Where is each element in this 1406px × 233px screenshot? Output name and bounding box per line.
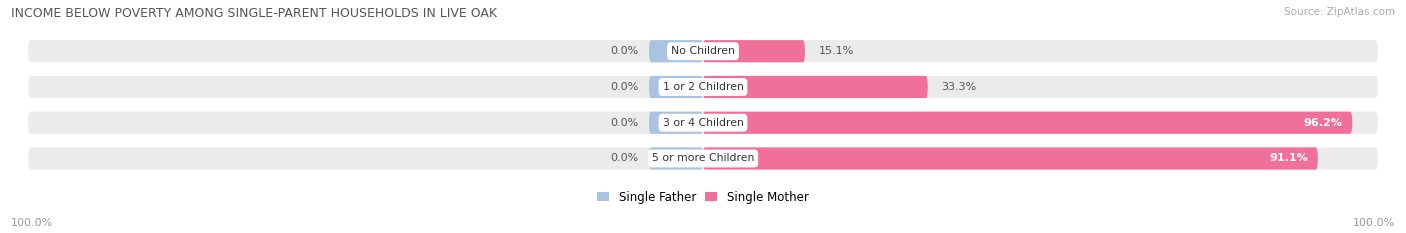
Text: 0.0%: 0.0%: [610, 46, 638, 56]
Text: 100.0%: 100.0%: [11, 218, 53, 228]
Text: 5 or more Children: 5 or more Children: [652, 154, 754, 164]
Text: INCOME BELOW POVERTY AMONG SINGLE-PARENT HOUSEHOLDS IN LIVE OAK: INCOME BELOW POVERTY AMONG SINGLE-PARENT…: [11, 7, 498, 20]
FancyBboxPatch shape: [703, 112, 1353, 134]
Text: No Children: No Children: [671, 46, 735, 56]
FancyBboxPatch shape: [28, 147, 1378, 170]
FancyBboxPatch shape: [650, 40, 703, 62]
Text: 91.1%: 91.1%: [1270, 154, 1308, 164]
FancyBboxPatch shape: [28, 40, 1378, 62]
Text: Source: ZipAtlas.com: Source: ZipAtlas.com: [1284, 7, 1395, 17]
Text: 0.0%: 0.0%: [610, 82, 638, 92]
Text: 15.1%: 15.1%: [818, 46, 853, 56]
Legend: Single Father, Single Mother: Single Father, Single Mother: [598, 191, 808, 203]
FancyBboxPatch shape: [650, 112, 703, 134]
Text: 3 or 4 Children: 3 or 4 Children: [662, 118, 744, 128]
Text: 100.0%: 100.0%: [1353, 218, 1395, 228]
FancyBboxPatch shape: [28, 76, 1378, 98]
FancyBboxPatch shape: [703, 40, 804, 62]
Text: 33.3%: 33.3%: [941, 82, 977, 92]
FancyBboxPatch shape: [650, 147, 703, 170]
Text: 1 or 2 Children: 1 or 2 Children: [662, 82, 744, 92]
FancyBboxPatch shape: [703, 76, 928, 98]
Text: 0.0%: 0.0%: [610, 118, 638, 128]
FancyBboxPatch shape: [28, 112, 1378, 134]
Text: 96.2%: 96.2%: [1303, 118, 1343, 128]
FancyBboxPatch shape: [703, 147, 1317, 170]
Text: 0.0%: 0.0%: [610, 154, 638, 164]
FancyBboxPatch shape: [650, 76, 703, 98]
